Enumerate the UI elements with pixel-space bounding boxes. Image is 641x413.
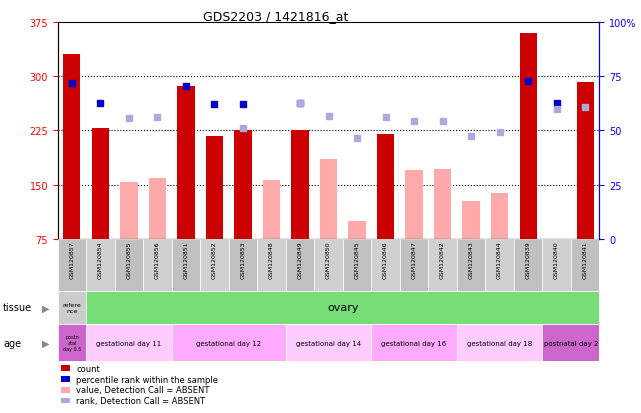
Bar (406, 171, 422, 240)
Text: gestational day 18: gestational day 18 (467, 340, 532, 346)
Text: gestational day 12: gestational day 12 (196, 340, 262, 346)
Text: value, Detection Call = ABSENT: value, Detection Call = ABSENT (76, 385, 210, 394)
Text: age: age (3, 338, 21, 348)
Bar (86, 324, 172, 361)
Text: GSM120848: GSM120848 (269, 241, 274, 279)
Bar (428, 240, 457, 291)
Bar (121, 183, 138, 240)
Bar (58, 291, 86, 324)
Bar (200, 240, 229, 291)
Bar (463, 201, 479, 240)
Text: gestational day 14: gestational day 14 (296, 340, 361, 346)
Text: ovary: ovary (327, 303, 358, 313)
Bar (235, 131, 251, 240)
Text: GSM120840: GSM120840 (554, 241, 559, 279)
Text: gestational day 16: gestational day 16 (381, 340, 447, 346)
Bar (206, 136, 223, 240)
Bar (149, 179, 166, 240)
Bar (257, 240, 286, 291)
Text: GSM120846: GSM120846 (383, 241, 388, 279)
Bar (143, 240, 172, 291)
Text: GSM120844: GSM120844 (497, 241, 502, 279)
Bar (92, 129, 109, 240)
Text: GSM120855: GSM120855 (126, 241, 131, 278)
Text: GSM120842: GSM120842 (440, 241, 445, 279)
Bar (314, 240, 343, 291)
Bar (292, 131, 308, 240)
Bar (349, 221, 365, 240)
Text: postn
atal
day 0.5: postn atal day 0.5 (63, 335, 81, 351)
Bar (491, 194, 508, 240)
Text: count: count (76, 364, 100, 373)
Bar (371, 324, 457, 361)
Bar (115, 240, 143, 291)
Bar (434, 169, 451, 240)
Bar (400, 240, 428, 291)
Text: refere
nce: refere nce (63, 302, 81, 313)
Bar (576, 125, 594, 240)
Text: GSM120843: GSM120843 (469, 241, 474, 279)
Bar (172, 240, 200, 291)
Text: GDS2203 / 1421816_at: GDS2203 / 1421816_at (203, 10, 348, 23)
Text: ▶: ▶ (42, 303, 50, 313)
Text: GSM120845: GSM120845 (354, 241, 360, 279)
Bar (457, 240, 485, 291)
Text: GSM120849: GSM120849 (297, 241, 303, 279)
Bar (178, 86, 194, 240)
Bar (514, 240, 542, 291)
Text: GSM120853: GSM120853 (240, 241, 246, 279)
Bar (229, 240, 257, 291)
Text: GSM120857: GSM120857 (69, 241, 74, 279)
Bar (519, 33, 537, 240)
Bar (371, 240, 400, 291)
Bar (542, 324, 599, 361)
Text: GSM120850: GSM120850 (326, 241, 331, 278)
Text: tissue: tissue (3, 303, 32, 313)
Bar (86, 240, 115, 291)
Bar (320, 159, 337, 240)
Bar (571, 240, 599, 291)
Text: GSM120852: GSM120852 (212, 241, 217, 279)
Bar (485, 240, 514, 291)
Bar (576, 83, 594, 240)
Text: gestational day 11: gestational day 11 (96, 340, 162, 346)
Bar (377, 135, 394, 240)
Text: GSM120854: GSM120854 (98, 241, 103, 279)
Bar (542, 240, 571, 291)
Text: GSM120839: GSM120839 (526, 241, 531, 279)
Bar (457, 324, 542, 361)
Text: ▶: ▶ (42, 338, 50, 348)
Text: GSM120856: GSM120856 (155, 241, 160, 278)
Text: percentile rank within the sample: percentile rank within the sample (76, 375, 219, 384)
Bar (58, 240, 86, 291)
Bar (63, 55, 81, 240)
Text: postnatal day 2: postnatal day 2 (544, 340, 598, 346)
Bar (263, 180, 280, 240)
Bar (286, 240, 314, 291)
Text: rank, Detection Call = ABSENT: rank, Detection Call = ABSENT (76, 396, 205, 405)
Text: GSM120847: GSM120847 (412, 241, 417, 279)
Text: GSM120841: GSM120841 (583, 241, 588, 279)
Bar (58, 324, 86, 361)
Bar (172, 324, 286, 361)
Text: GSM120851: GSM120851 (183, 241, 188, 278)
Bar (343, 240, 371, 291)
Bar (286, 324, 371, 361)
